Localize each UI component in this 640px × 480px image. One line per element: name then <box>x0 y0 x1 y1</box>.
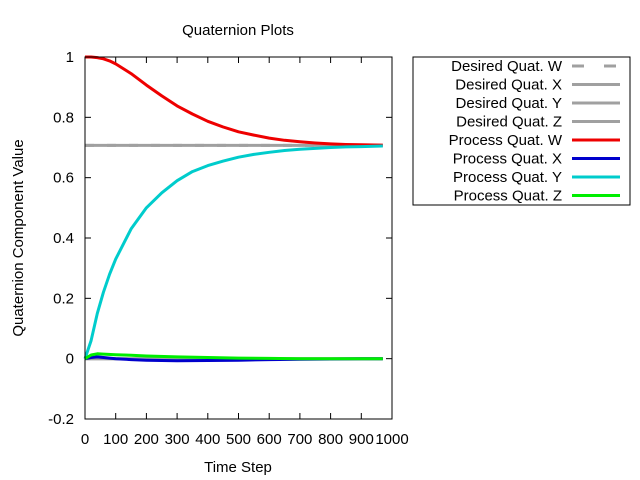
x-tick-label: 800 <box>318 431 343 448</box>
y-tick-label: 0.8 <box>53 109 74 126</box>
legend-label-process-quat-y: Process Quat. Y <box>453 169 562 186</box>
y-tick-label: -0.2 <box>48 411 74 428</box>
x-tick-label: 300 <box>165 431 190 448</box>
y-tick-label: 0.6 <box>53 170 74 187</box>
x-tick-label: 900 <box>349 431 374 448</box>
series-line-process-quat-y <box>83 144 383 360</box>
series-line-process-quat-w <box>85 55 383 147</box>
x-tick-label: 700 <box>287 431 312 448</box>
legend-label-desired-quat-w: Desired Quat. W <box>451 58 563 75</box>
x-tick-label: 0 <box>81 431 89 448</box>
y-tick-label: 0.4 <box>53 230 74 247</box>
y-axis-label: Quaternion Component Value <box>10 139 27 336</box>
legend-label-process-quat-w: Process Quat. W <box>449 132 563 149</box>
x-tick-label: 500 <box>226 431 251 448</box>
y-tick-label: 0.2 <box>53 290 74 307</box>
legend-box <box>412 56 631 206</box>
x-axis-label: Time Step <box>204 459 272 476</box>
series-line-process-quat-z <box>84 352 383 361</box>
x-tick-label: 600 <box>257 431 282 448</box>
legend-label-desired-quat-x: Desired Quat. X <box>455 77 562 94</box>
legend-label-process-quat-x: Process Quat. X <box>453 151 562 168</box>
legend-label-desired-quat-y: Desired Quat. Y <box>456 95 562 112</box>
y-tick-label: 1 <box>66 49 74 66</box>
series-lines <box>83 55 383 363</box>
x-tick-label: 200 <box>134 431 159 448</box>
x-tick-label: 400 <box>195 431 220 448</box>
x-tick-label: 100 <box>103 431 128 448</box>
legend-label-process-quat-z: Process Quat. Z <box>454 188 562 205</box>
axis-ticks: 0 100 200 300 400 500 600 700 800 900 1000 -0.2 0 0.2… <box>48 49 409 448</box>
y-tick-label: 0 <box>66 351 74 368</box>
plot-frame <box>84 56 393 420</box>
chart-title: Quaternion Plots <box>182 22 294 39</box>
x-tick-label: 1000 <box>375 431 408 448</box>
legend-label-desired-quat-z: Desired Quat. Z <box>456 114 562 131</box>
